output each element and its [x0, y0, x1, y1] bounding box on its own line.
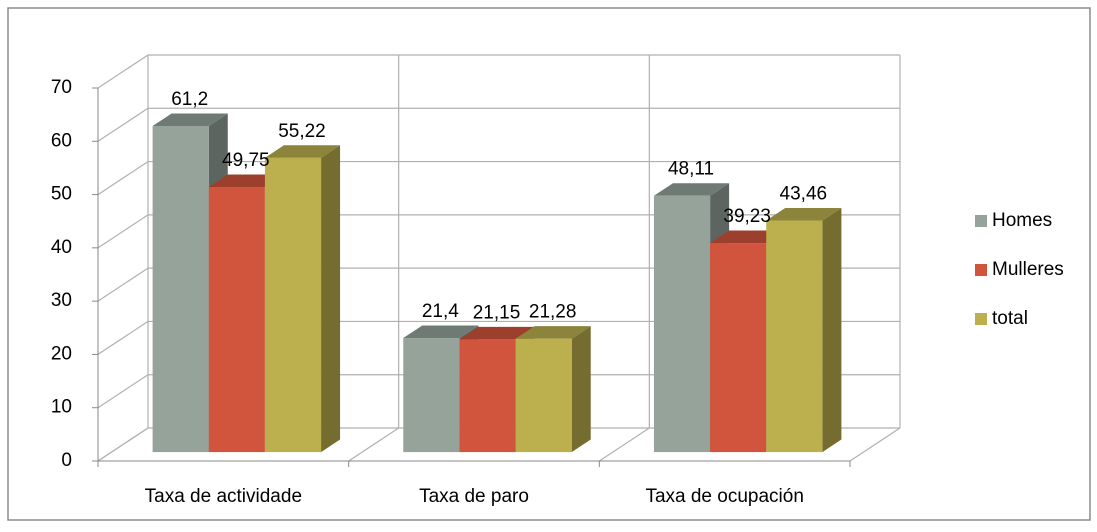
legend-label: Homes	[992, 210, 1052, 231]
y-tick-label: 0	[61, 450, 72, 471]
legend-swatch	[975, 313, 987, 325]
bar-top	[403, 325, 479, 339]
y-tick-label: 40	[51, 237, 72, 258]
data-label: 49,75	[222, 150, 270, 171]
data-label: 39,23	[723, 206, 771, 227]
bar	[515, 338, 572, 453]
x-tick-label: Taxa de paro	[419, 486, 529, 507]
bar-top	[515, 326, 591, 339]
data-label: 48,11	[668, 159, 714, 180]
y-tick-label: 60	[51, 130, 72, 151]
bar-side	[571, 326, 591, 453]
x-tick-label: Taxa de actividade	[145, 486, 302, 507]
legend-label: Mulleres	[992, 259, 1064, 280]
y-tick-label: 20	[51, 343, 72, 364]
legend-label: total	[992, 308, 1028, 329]
legend-swatch	[975, 264, 987, 276]
y-tick-label: 30	[51, 290, 72, 311]
data-label: 55,22	[278, 121, 326, 142]
y-tick-label: 50	[51, 184, 72, 205]
side-grid-line	[97, 374, 149, 409]
bar	[710, 243, 767, 453]
bar	[208, 186, 265, 453]
side-grid-line	[97, 320, 149, 355]
x-tick-label: Taxa de ocupación	[645, 486, 803, 507]
bar-side	[822, 207, 842, 453]
side-grid-line	[97, 214, 149, 249]
bar	[264, 157, 322, 453]
data-label: 43,46	[780, 184, 828, 205]
data-label: 21,4	[422, 301, 459, 322]
bar-top	[152, 113, 228, 126]
bar	[459, 339, 516, 453]
bar	[766, 220, 823, 453]
side-grid-line	[97, 107, 149, 142]
side-grid-line	[97, 267, 149, 302]
data-label: 61,2	[171, 89, 208, 110]
floor-line	[849, 427, 901, 462]
bar	[653, 195, 711, 453]
bar	[152, 125, 209, 453]
side-grid-line	[97, 161, 149, 196]
legend-swatch	[975, 215, 987, 227]
y-tick-label: 10	[51, 397, 72, 418]
bar	[403, 338, 460, 453]
bar-side	[321, 145, 341, 453]
floor-line	[97, 427, 149, 462]
data-label: 21,28	[529, 302, 577, 323]
bar-top	[653, 183, 730, 196]
floor-line	[348, 427, 399, 462]
bar-top	[264, 145, 341, 158]
y-tick-label: 70	[51, 77, 72, 98]
bar-top	[459, 326, 535, 340]
floor-line	[599, 427, 650, 462]
bar-top	[766, 207, 842, 221]
side-grid-line	[97, 54, 149, 89]
data-label: 21,15	[473, 302, 521, 323]
